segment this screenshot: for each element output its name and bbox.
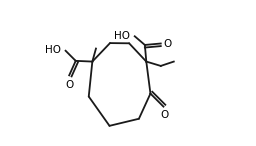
Text: HO: HO bbox=[45, 45, 60, 55]
Text: HO: HO bbox=[114, 31, 130, 41]
Text: O: O bbox=[65, 80, 73, 90]
Text: O: O bbox=[161, 110, 169, 120]
Text: O: O bbox=[164, 39, 172, 48]
